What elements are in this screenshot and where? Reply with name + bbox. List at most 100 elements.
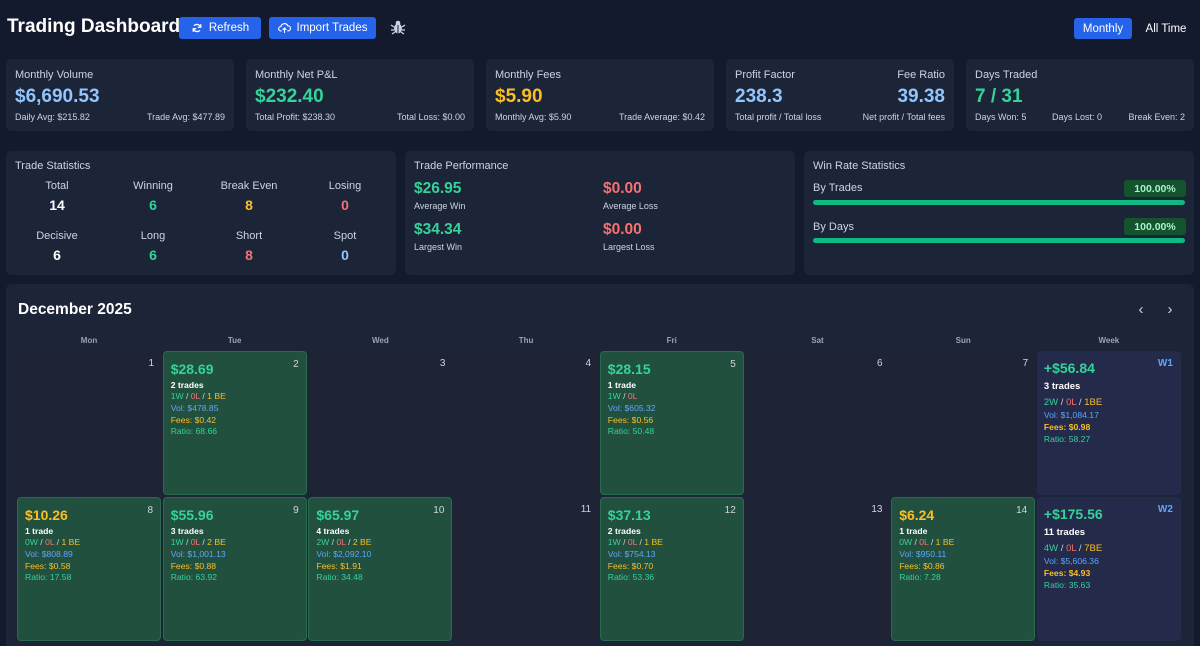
day-pnl: $10.26 (25, 507, 68, 523)
calendar-day-14[interactable]: 14 $6.24 1 trade 0W / 0L / 1 BE Vol: $950.11… (891, 497, 1036, 641)
card-label: Days Traded (975, 69, 1038, 81)
calendar-day-10[interactable]: 10 $65.97 4 trades 2W / 0L / 2 BE Vol: $2,09… (308, 497, 453, 641)
day-of-week-sun: Sun (955, 336, 971, 345)
calendar-day-8[interactable]: 8 $10.26 1 trade 0W / 0L / 1 BE Vol: $808.89… (17, 497, 161, 641)
refresh-button[interactable]: Refresh (179, 17, 261, 39)
trade-count: 1 trade (25, 526, 54, 536)
day-of-week-mon: Mon (80, 336, 98, 345)
calendar-day-1[interactable]: 1 (17, 351, 161, 495)
calendar-day-2[interactable]: 2 $28.69 2 trades 1W / 0L / 1 BE Vol: $478.8… (162, 351, 307, 495)
calendar-day-3[interactable]: 3 (308, 351, 453, 495)
calendar-day-4[interactable]: 4 (454, 351, 599, 495)
day-of-week-fri: Fri (666, 336, 677, 345)
stat-label: Winning (133, 180, 173, 192)
separator: / (637, 537, 645, 547)
week-label: W2 (1157, 504, 1173, 515)
wins: 1W (170, 537, 184, 547)
win-loss-breakdown: 2W / 0L / 2 BE (316, 537, 371, 547)
card-label: Monthly Fees (495, 69, 562, 81)
monthly-fees-card: Monthly Fees $5.90 Monthly Avg: $5.90 Tr… (486, 59, 714, 131)
day-of-week-week: Week (1098, 336, 1120, 345)
header: Trading Dashboard Refresh Import Trades … (0, 0, 1200, 56)
week-summary-w2: W2 +$175.56 11 trades 4W / 0L / 7BE Vol: $5,… (1036, 497, 1181, 641)
win-loss-breakdown: 0W / 0L / 1 BE (25, 537, 80, 547)
stat-value: 6 (149, 247, 157, 263)
card-label: Monthly Volume (15, 69, 94, 81)
break-evens: 2 BE (352, 537, 372, 547)
separator: / (1058, 543, 1067, 554)
separator: / (620, 391, 628, 401)
card-title: Trade Statistics (15, 160, 91, 172)
average-loss-label: Average Loss (603, 201, 658, 211)
monthly-toggle[interactable]: Monthly (1074, 18, 1132, 39)
calendar-day-13[interactable]: 13 (745, 497, 890, 641)
import-trades-button[interactable]: Import Trades (269, 17, 376, 39)
separator: / (183, 391, 191, 401)
profit-factor-label: Profit Factor (735, 69, 795, 81)
average-win-value: $26.95 (414, 180, 462, 197)
calendar-day-12[interactable]: 12 $37.13 2 trades 1W / 0L / 1 BE Vol: $754.… (599, 497, 744, 641)
day-volume: Vol: $605.32 (607, 403, 656, 413)
stat-spot: Spot 0 (305, 230, 385, 263)
break-evens: 1 BE (61, 537, 81, 547)
day-number: 9 (293, 505, 299, 516)
card-title: Win Rate Statistics (813, 160, 906, 172)
day-volume: Vol: $754.13 (607, 549, 656, 559)
chevron-left-icon: ‹ (1138, 300, 1144, 318)
week-volume: Vol: $1,084.17 (1043, 410, 1099, 420)
day-ratio: Ratio: 34.48 (316, 572, 363, 582)
days-won: Days Won: 5 (975, 112, 1027, 122)
day-number: 6 (876, 358, 883, 369)
calendar-day-6[interactable]: 6 (745, 351, 890, 495)
stat-value: 6 (53, 247, 61, 263)
day-volume: Vol: $950.11 (899, 549, 947, 559)
stat-value: 0 (341, 197, 349, 213)
week-ratio: Ratio: 35.63 (1043, 580, 1091, 590)
calendar-panel: December 2025 ‹ › Mon Tue Wed Thu Fri Sat Sun W… (6, 284, 1194, 646)
monthly-avg: Monthly Avg: $5.90 (495, 112, 572, 122)
previous-month-button[interactable]: ‹ (1130, 299, 1152, 319)
stat-break-even: Break Even 8 (209, 180, 289, 213)
stat-value: 0 (341, 247, 349, 263)
losses: 0L (1066, 397, 1077, 408)
next-month-button[interactable]: › (1159, 299, 1181, 319)
daily-avg: Daily Avg: $215.82 (15, 112, 90, 122)
debug-button[interactable] (390, 19, 406, 40)
day-of-week-tue: Tue (227, 336, 242, 345)
calendar-day-7[interactable]: 7 (891, 351, 1036, 495)
stat-value: 8 (245, 197, 253, 213)
by-days-label: By Days (813, 221, 854, 233)
stat-label: Short (235, 230, 263, 242)
stat-short: Short 8 (209, 230, 289, 263)
losses: 0L (919, 537, 929, 547)
trade-avg: Trade Avg: $477.89 (146, 112, 225, 122)
break-evens: 1 BE (207, 391, 226, 401)
wins: 1W (607, 537, 621, 547)
day-ratio: Ratio: 53.36 (607, 572, 655, 582)
separator: / (200, 391, 208, 401)
calendar-day-9[interactable]: 9 $55.96 3 trades 1W / 0L / 2 BE Vol: $1,001… (162, 497, 307, 641)
calendar-day-5[interactable]: 5 $28.15 1 trade 1W / 0L Vol: $605.32 Fees: $… (599, 351, 744, 495)
all-time-toggle[interactable]: All Time (1145, 22, 1187, 35)
card-value: $5.90 (495, 86, 543, 107)
day-number: 1 (148, 358, 154, 369)
stat-decisive: Decisive 6 (17, 230, 97, 263)
day-fees: Fees: $0.56 (607, 415, 654, 425)
day-pnl: $28.69 (170, 361, 214, 377)
separator: / (200, 537, 208, 547)
week-volume: Vol: $5,606.36 (1043, 556, 1099, 566)
by-days-badge: 100.00% (1124, 218, 1186, 235)
day-fees: Fees: $0.58 (25, 561, 71, 571)
day-number: 8 (147, 505, 153, 516)
day-number: 11 (580, 504, 592, 515)
by-trades-progress-bar (813, 200, 1185, 205)
card-label: Monthly Net P&L (255, 69, 338, 81)
trade-performance-card: Trade Performance $26.95 Average Win $0.… (405, 151, 795, 275)
average-loss-value: $0.00 (603, 180, 642, 197)
trade-count: 1 trade (607, 380, 636, 390)
days-lost: Days Lost: 0 (1052, 112, 1103, 122)
import-trades-label: Import Trades (296, 22, 368, 34)
total-loss: Total Loss: $0.00 (396, 112, 465, 122)
calendar-day-11[interactable]: 11 (454, 497, 599, 641)
stat-value: 14 (49, 197, 65, 213)
